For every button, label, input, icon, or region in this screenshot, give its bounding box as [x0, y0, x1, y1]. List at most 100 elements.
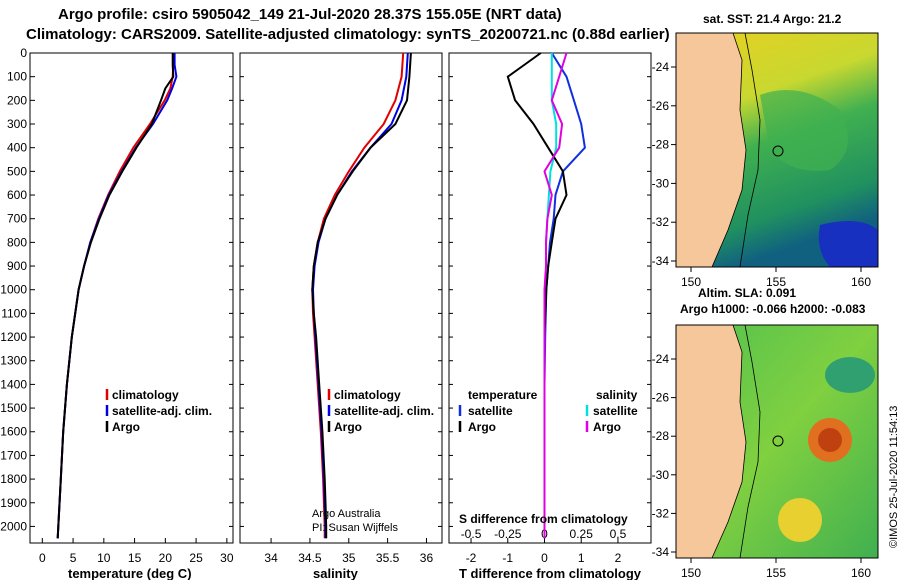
s-tick-label: 0.25	[570, 527, 594, 541]
lat-tick-label: -24	[652, 60, 670, 74]
series-line-argo	[311, 52, 412, 539]
sla-warm-core	[818, 428, 842, 452]
lat-tick-label: -26	[652, 391, 670, 405]
depth-tick-label: 1900	[0, 496, 27, 510]
x-tick-label: 0	[39, 551, 46, 565]
depth-tick-label: 1000	[0, 283, 27, 297]
difference-legend: temperature salinity satellite Argo sate…	[458, 388, 638, 526]
s-tick-label: 0.5	[610, 527, 627, 541]
sla-isobath	[739, 325, 761, 558]
x-tick-label: 0	[541, 551, 548, 565]
series-line-temperature-satellite	[543, 52, 586, 539]
lat-tick-label: -34	[652, 545, 670, 559]
s-difference-axis-label: S difference from climatology	[459, 512, 628, 526]
legend-label-s-argo: Argo	[593, 420, 621, 434]
series-line-temperature-argo	[506, 52, 568, 539]
x-tick-label: 2	[615, 551, 622, 565]
depth-tick-label: 1100	[1, 306, 27, 320]
depth-tick-label: 300	[7, 117, 27, 131]
sst-float-marker	[772, 145, 784, 157]
x-tick-label: 20	[159, 551, 173, 565]
lat-tick-label: -30	[652, 468, 670, 482]
depth-tick-label: 100	[7, 70, 27, 84]
x-tick-label: 5	[70, 551, 77, 565]
x-tick-label: 34.5	[298, 551, 322, 565]
temperature-panel-frame	[29, 52, 234, 544]
lat-tick-label: -24	[652, 352, 670, 366]
sla-map-frame	[675, 324, 879, 559]
sst-map-frame	[675, 32, 879, 268]
sla-cold-eddy	[825, 357, 875, 393]
salinity-panel-frame	[239, 52, 443, 544]
sst-land	[676, 33, 746, 267]
x-tick-label: -2	[466, 551, 477, 565]
legend-label-s-satellite: satellite	[593, 404, 638, 418]
legend-label-argo: Argo	[112, 420, 140, 434]
legend-title-salinity: salinity	[596, 388, 638, 402]
depth-tick-label: 500	[7, 164, 27, 178]
series-line-argo	[56, 53, 175, 539]
depth-tick-label: 1300	[0, 354, 27, 368]
temperature-legend: climatology satellite-adj. clim. Argo	[105, 388, 212, 434]
x-tick-label: 1	[578, 551, 585, 565]
depth-tick-label: 400	[7, 141, 27, 155]
sst-coastline	[711, 33, 747, 267]
x-tick-label: 35	[342, 551, 356, 565]
depth-tick-label: 1800	[0, 472, 27, 486]
lat-tick-label: -26	[652, 99, 670, 113]
depth-tick-label: 200	[7, 93, 27, 107]
sst-cold-patch	[818, 221, 878, 267]
lat-tick-label: -32	[652, 215, 670, 229]
sla-land	[676, 325, 746, 558]
salinity-legend: climatology satellite-adj. clim. Argo Ar…	[312, 388, 434, 534]
lon-tick-label: 160	[851, 275, 871, 289]
lat-tick-label: -28	[652, 429, 670, 443]
lon-tick-label: 150	[681, 566, 701, 580]
annotation-argo-australia: Argo Australia	[312, 508, 381, 520]
lat-tick-label: -34	[652, 254, 670, 268]
annotation-pi: PI: Susan Wijffels	[312, 522, 398, 534]
sla-map-subtitle: Argo h1000: -0.066 h2000: -0.083	[680, 302, 866, 316]
plot-title-line1: Argo profile: csiro 5905042_149 21-Jul-2…	[58, 6, 562, 23]
plot-title-line2: Climatology: CARS2009. Satellite-adjuste…	[26, 26, 670, 43]
salinity-axis-label: salinity	[313, 566, 359, 580]
lon-tick-label: 155	[766, 275, 786, 289]
legend-label-satellite: satellite-adj. clim.	[112, 404, 212, 418]
depth-tick-label: 1200	[0, 330, 27, 344]
lat-tick-label: -28	[652, 138, 670, 152]
lat-tick-label: -32	[652, 506, 670, 520]
sla-map	[675, 324, 879, 559]
depth-axis: 0 100 200 300 400 500 600 700 800 900 1000 1100 1200…	[0, 46, 35, 533]
credit-text: ©IMOS 25-Jul-2020 11:54:13	[888, 405, 900, 548]
x-tick-label: 25	[189, 551, 203, 565]
sla-yellow-eddy	[778, 498, 822, 542]
legend-label-argo: Argo	[334, 420, 362, 434]
depth-tick-label: 1500	[0, 401, 27, 415]
depth-tick-label: 1600	[0, 425, 27, 439]
depth-tick-label: 0	[20, 46, 27, 60]
depth-tick-label: 2000	[0, 519, 27, 533]
x-tick-label: 34	[264, 551, 278, 565]
legend-label-t-argo: Argo	[468, 420, 496, 434]
lon-tick-label: 160	[851, 566, 871, 580]
sst-map-title: sat. SST: 21.4 Argo: 21.2	[703, 12, 842, 26]
s-tick-label: -0.25	[494, 527, 522, 541]
series-line-satellite-adj-clim-	[56, 53, 178, 539]
sla-map-title: Altim. SLA: 0.091	[698, 286, 797, 300]
sla-float-marker	[772, 435, 784, 447]
sst-map	[675, 32, 879, 268]
legend-label-climatology: climatology	[112, 388, 179, 402]
depth-tick-label: 1700	[0, 448, 27, 462]
lon-tick-label: 150	[681, 275, 701, 289]
sla-coastline	[711, 325, 747, 558]
depth-tick-label: 800	[7, 235, 27, 249]
difference-panel-frame	[448, 52, 652, 544]
sst-cool-patch	[760, 90, 848, 171]
depth-tick-label: 1400	[0, 377, 27, 391]
legend-label-satellite: satellite-adj. clim.	[334, 404, 434, 418]
lat-tick-label: -30	[652, 176, 670, 190]
depth-tick-label: 600	[7, 188, 27, 202]
map-axes: -24 -26 -28 -30 -32 -34 150 155 160 -24 -26 -28 -30 -…	[652, 60, 872, 580]
salinity-plot: 34 34.5 35 35.5 36	[240, 52, 442, 565]
